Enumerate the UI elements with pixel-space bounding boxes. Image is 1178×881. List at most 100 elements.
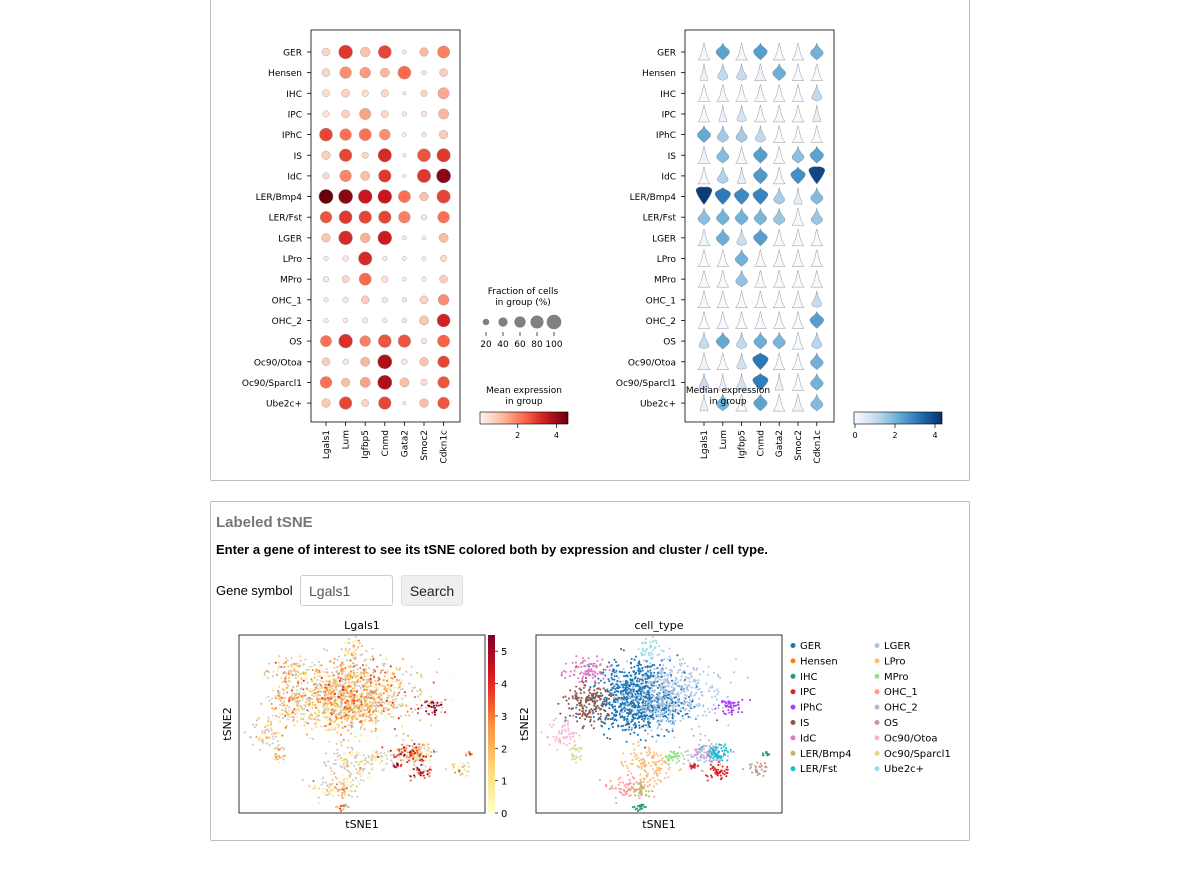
tsne-point [346,806,349,809]
tsne-point [369,674,372,677]
tsne-point [679,668,682,672]
tsne-point [341,759,344,762]
tsne-point [396,678,399,681]
tsne-point [356,664,359,667]
tsne-point [749,765,752,769]
tsne-point [357,770,360,773]
tsne-point [291,673,295,676]
tsne-point [358,698,361,701]
tsne-point [347,649,350,652]
tsne-point [694,717,697,720]
tsne-point [614,701,617,704]
tsne-point [574,692,577,695]
tsne-point [653,674,657,677]
tsne-point [725,771,728,774]
tsne-point [332,712,335,715]
tsne-point [671,713,674,716]
tsne-point [334,679,337,682]
violin [736,63,747,81]
tsne-point [324,729,327,732]
violin [735,207,749,226]
search-button[interactable]: Search [401,575,463,606]
tsne-point [688,680,691,683]
tsne-point [646,709,649,712]
tsne-point [277,757,280,760]
dot [322,89,330,98]
tsne-point [453,763,456,766]
tsne-point [643,686,646,690]
tsne-point [623,699,626,702]
tsne-point [607,713,610,716]
tsne-point [587,694,590,697]
tsne-point [709,763,712,766]
tsne-point [666,759,669,762]
tsne-point [668,681,671,685]
tsne-point [581,710,584,713]
tsne-point [644,707,648,710]
tsne-point [680,662,684,665]
tsne-point [616,710,619,713]
tsne-point [573,673,576,677]
tsne-point [412,747,415,750]
tsne-point [458,770,461,773]
gene-symbol-input[interactable] [300,575,393,606]
tsne-point [407,734,410,737]
tsne-point [606,665,609,668]
tsne-point [435,750,438,753]
tsne-point [612,693,615,696]
dot [361,295,370,304]
tsne-point [327,690,330,693]
violin [755,125,766,143]
tsne-point [420,750,424,753]
violin [697,208,711,226]
tsne-point [692,734,695,737]
tsne-point [717,758,720,761]
tsne-point [275,735,278,738]
tsne-point [726,759,729,762]
tsne-point [275,756,278,759]
tsne-point [354,789,357,793]
tsne-point [408,744,411,747]
tsne-point [391,672,394,675]
tsne-point [412,757,415,760]
tsne-point [375,751,378,754]
tsne-point [415,749,418,752]
mean-expression-colorbar [479,411,569,425]
violin [809,310,824,329]
tsne-point [690,703,693,706]
tsne-point [400,725,403,728]
tsne-point [710,774,713,777]
violin [772,290,786,308]
tsne-point [349,772,353,775]
tsne-point [648,783,651,786]
tsne-point [385,762,388,765]
tsne-point [661,718,664,721]
violin-gene-label: Smoc2 [794,430,804,461]
tsne-point [567,729,570,732]
tsne-point [433,709,436,712]
tsne-point [410,752,413,755]
tsne-point [347,794,350,797]
tsne-point [660,686,663,689]
tsne-point [608,703,611,706]
tsne-point [578,746,581,749]
tsne-point [269,735,272,738]
tsne-point [746,676,749,679]
tsne-point [316,705,320,708]
tsne-point [647,675,650,678]
tsne-point [315,696,319,699]
tsne-point [315,686,318,689]
tsne-point [349,674,352,678]
dotplot-row-label: OHC_2 [272,317,302,327]
tsne-point [641,674,644,677]
violin [753,62,767,81]
tsne-point [667,776,670,779]
tsne-point [596,672,599,676]
tsne-point [386,696,389,699]
tsne-point [726,765,729,769]
tsne-point [638,766,641,769]
tsne-point [273,732,276,735]
tsne-point [587,698,591,701]
tsne-point [289,671,293,674]
tsne-point [707,665,710,668]
